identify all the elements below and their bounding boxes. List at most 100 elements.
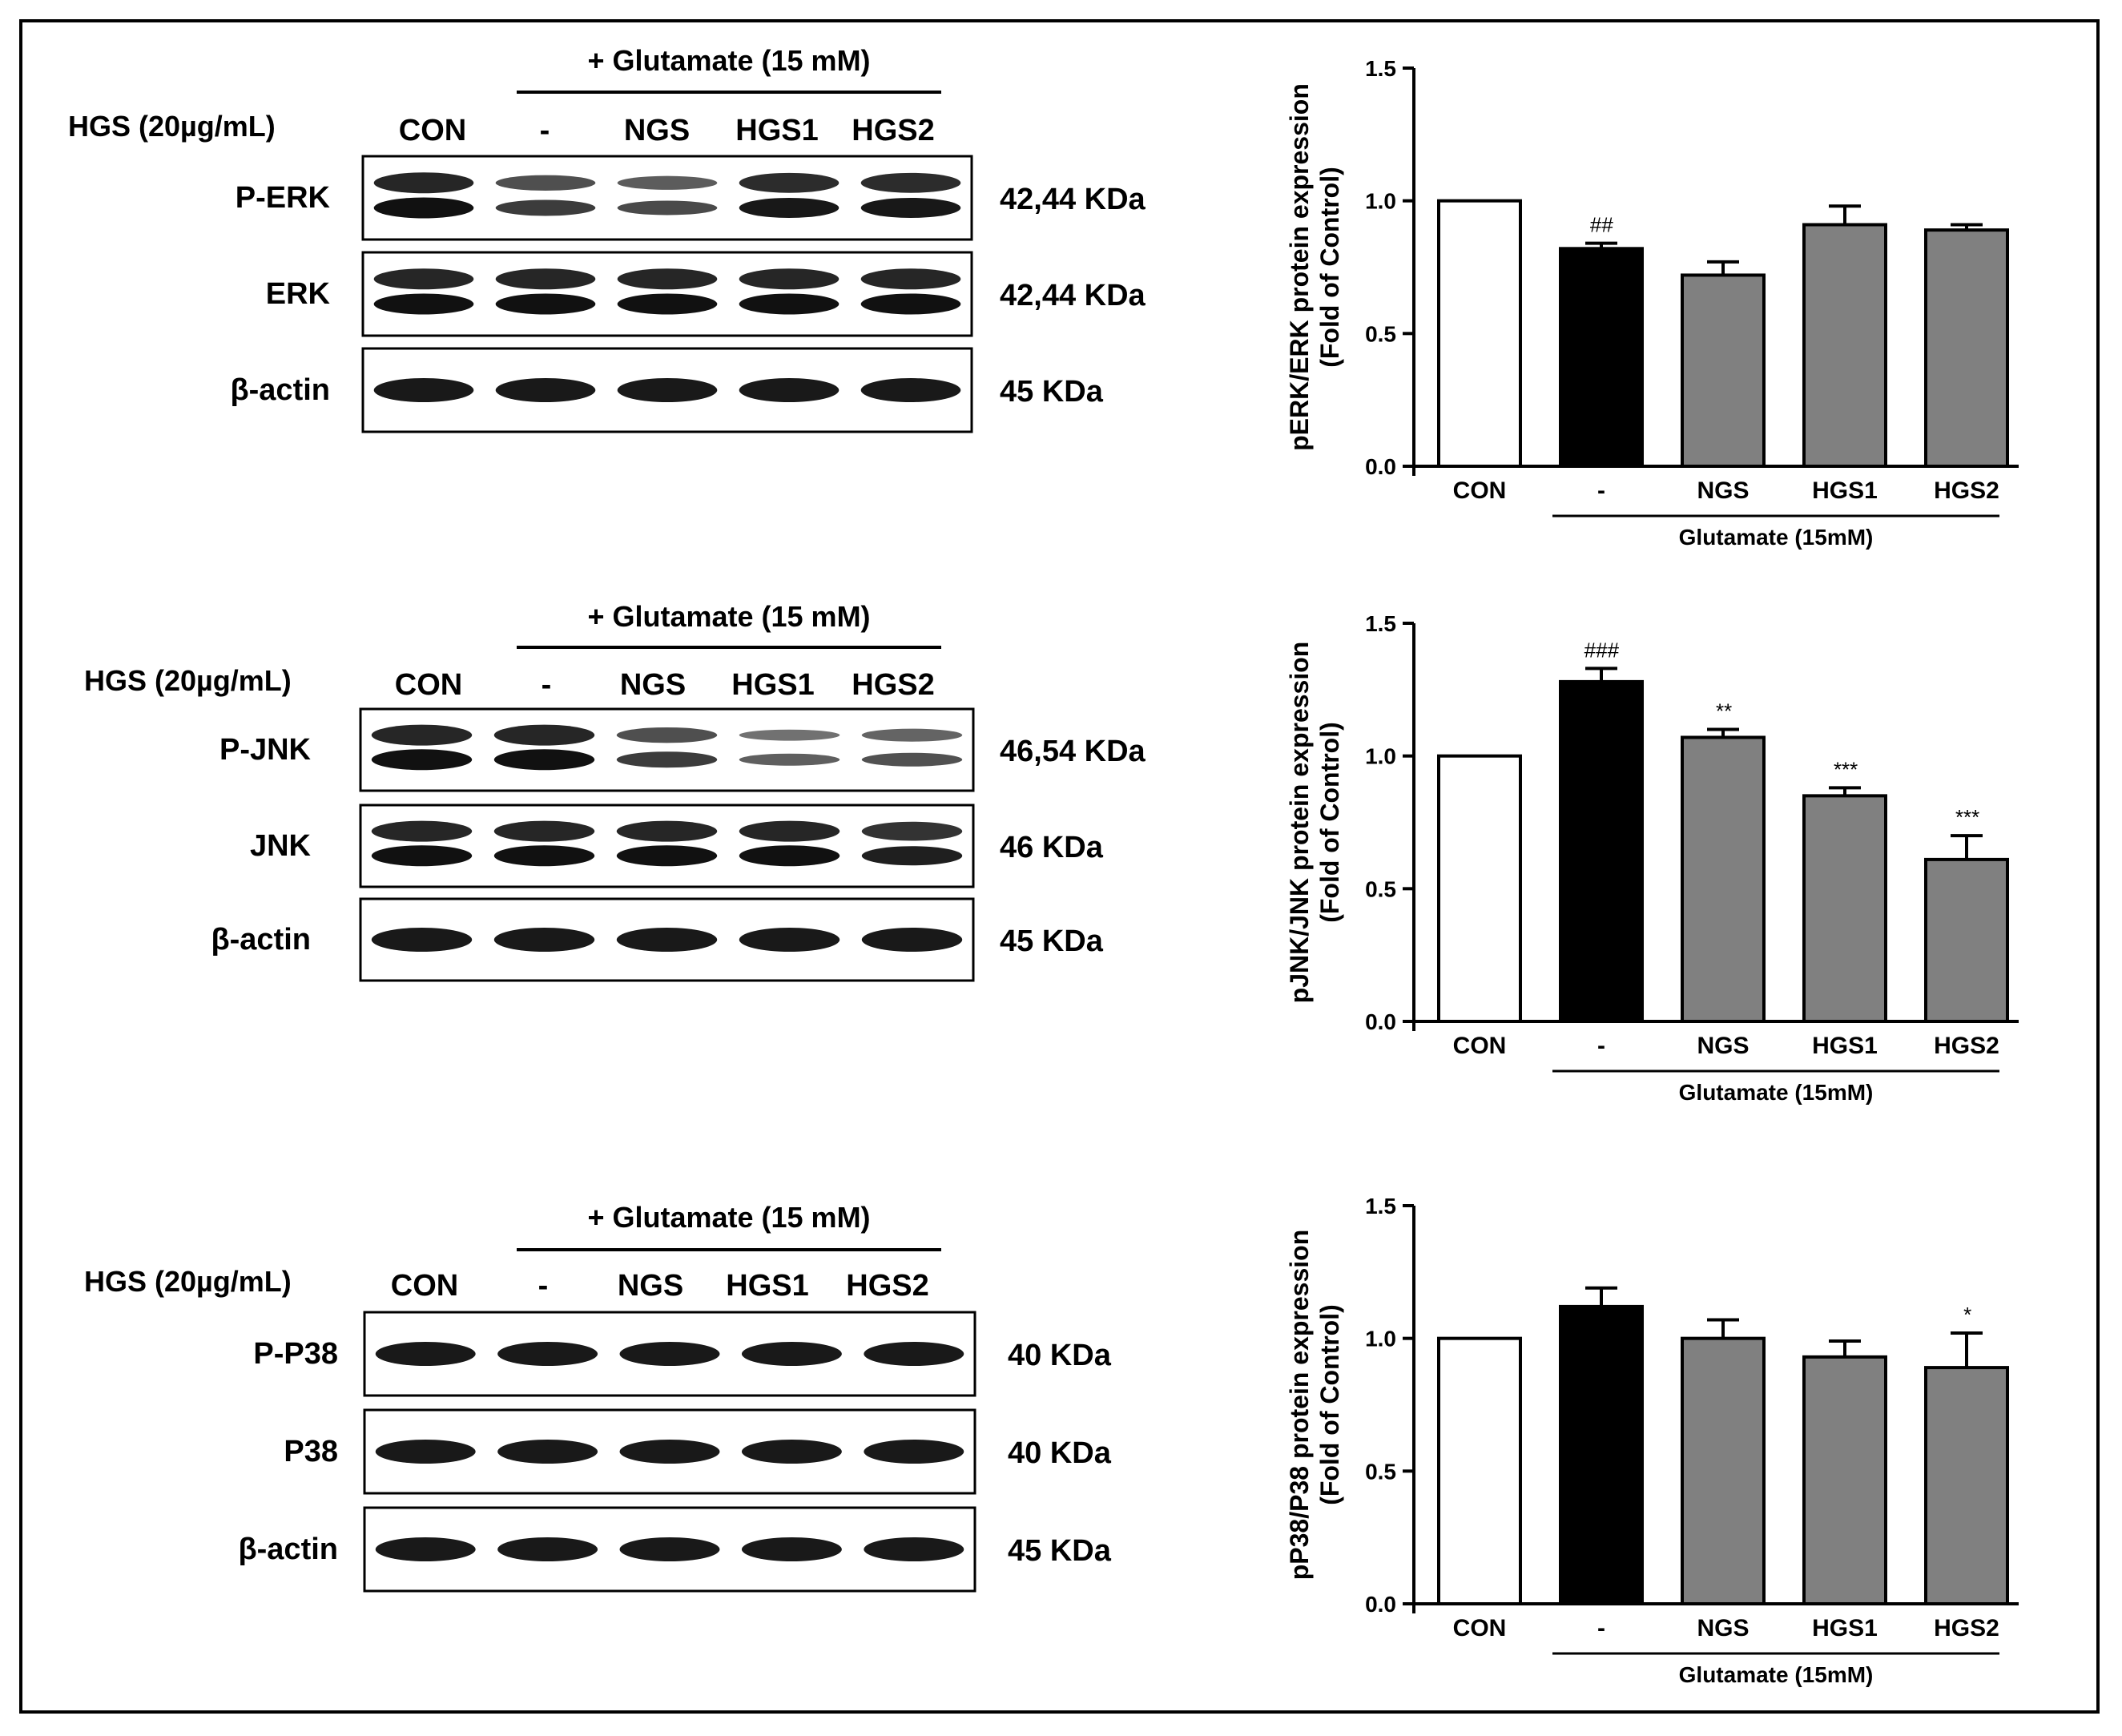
bar xyxy=(1924,228,2009,468)
blot-box xyxy=(361,155,973,241)
blot-band xyxy=(495,293,596,315)
molecular-weight-label: 45 KDa xyxy=(1000,375,1104,409)
protein-label: P-ERK xyxy=(236,181,331,215)
blot-band xyxy=(617,293,718,315)
figure-frame xyxy=(19,19,2100,1714)
significance-mark: *** xyxy=(1955,805,1979,829)
blot-band xyxy=(493,928,595,952)
protein-label: ERK xyxy=(266,277,331,311)
blot-band xyxy=(861,752,963,767)
lane-label: NGS xyxy=(620,668,686,702)
treatment-header: + Glutamate (15 mM) xyxy=(587,44,870,77)
blot-band xyxy=(860,293,961,315)
blot-panel-p38: + Glutamate (15 mM) HGS (20µg/mL) CON - NGS H… xyxy=(84,1201,1112,1593)
x-tick-label: HGS2 xyxy=(1934,477,1999,504)
blot-band xyxy=(739,845,840,867)
molecular-weight-label: 46 KDa xyxy=(1000,831,1104,864)
bar-chart-p38: 0.0 0.5 1.0 1.5 pP38/P38 protein expression(… xyxy=(1285,1194,2019,1687)
bar xyxy=(1681,1336,1766,1605)
blot-band xyxy=(497,1537,598,1561)
significance-mark: ## xyxy=(1590,213,1613,237)
lane-label: - xyxy=(540,114,550,147)
blot-band xyxy=(619,1440,720,1464)
blot-band xyxy=(617,175,718,190)
lane-label: HGS1 xyxy=(726,1269,808,1303)
x-tick-label: NGS xyxy=(1697,477,1749,504)
y-tick-label: 1.5 xyxy=(1365,1194,1396,1218)
blot-band xyxy=(860,268,961,290)
blot-band xyxy=(861,928,963,952)
lane-label: CON xyxy=(399,114,466,147)
x-group-label: Glutamate (15mM) xyxy=(1679,1080,1874,1105)
blot-band xyxy=(497,1440,598,1464)
treatment-header: + Glutamate (15 mM) xyxy=(587,1201,870,1234)
bar xyxy=(1802,1355,1887,1605)
blot-panel-erk: + Glutamate (15 mM) HGS (20µg/mL) CON - NGS H… xyxy=(68,44,1146,433)
blot-band xyxy=(616,751,718,768)
lane-label: - xyxy=(542,668,552,702)
significance-mark: * xyxy=(1963,1303,1971,1327)
molecular-weight-label: 42,44 KDa xyxy=(1000,183,1146,216)
blot-band xyxy=(371,749,473,771)
molecular-weight-label: 40 KDa xyxy=(1008,1436,1112,1470)
blot-band xyxy=(861,821,963,841)
blot-band xyxy=(373,378,474,402)
y-axis-label-sub: (Fold of Control) xyxy=(1315,167,1344,368)
blot-band xyxy=(373,293,474,315)
blot-band xyxy=(495,268,596,290)
x-group-label: Glutamate (15mM) xyxy=(1679,1662,1874,1687)
blot-box xyxy=(359,707,975,792)
blot-band xyxy=(864,1440,964,1464)
molecular-weight-label: 42,44 KDa xyxy=(1000,279,1146,312)
y-axis-label: pP38/P38 protein expression xyxy=(1285,1230,1314,1581)
bar xyxy=(1559,1304,1644,1605)
blot-band xyxy=(616,727,718,743)
x-group-label: Glutamate (15mM) xyxy=(1679,525,1874,550)
blot-band xyxy=(741,1342,842,1366)
blot-band xyxy=(739,378,840,402)
hgs-dose-label: HGS (20µg/mL) xyxy=(84,664,292,697)
bar xyxy=(1924,857,2009,1024)
lane-label: HGS1 xyxy=(731,668,814,702)
protein-label: P-P38 xyxy=(253,1337,338,1371)
bar xyxy=(1437,754,1522,1024)
bar xyxy=(1802,794,1887,1023)
y-tick-label: 0.5 xyxy=(1365,876,1396,901)
blot-band xyxy=(371,928,473,952)
y-axis-label-sub: (Fold of Control) xyxy=(1315,722,1344,923)
blot-band xyxy=(617,200,718,215)
blot-band xyxy=(739,820,840,842)
lane-label: - xyxy=(538,1269,549,1303)
significance-mark: ### xyxy=(1584,638,1619,662)
blot-band xyxy=(493,749,595,771)
blot-band xyxy=(739,729,840,741)
blot-band xyxy=(373,268,474,290)
blot-band xyxy=(739,268,840,290)
blot-band xyxy=(860,197,961,218)
blot-band xyxy=(864,1342,964,1366)
lane-label: HGS2 xyxy=(852,668,934,702)
bar-chart-jnk: 0.0 0.5 1.0 1.5 pJNK/JNK protein expression(… xyxy=(1285,611,2019,1105)
y-axis-label: pERK/ERK protein expression xyxy=(1285,83,1314,451)
protein-label: P38 xyxy=(284,1435,338,1468)
lane-label: NGS xyxy=(618,1269,683,1303)
blot-band xyxy=(616,845,718,867)
blot-band xyxy=(861,846,963,866)
y-tick-label: 1.0 xyxy=(1365,1327,1396,1351)
molecular-weight-label: 45 KDa xyxy=(1000,924,1104,958)
protein-label: JNK xyxy=(250,829,312,863)
y-tick-label: 1.0 xyxy=(1365,189,1396,214)
blot-band xyxy=(739,753,840,766)
blot-band xyxy=(617,378,718,402)
bar xyxy=(1437,1336,1522,1605)
x-tick-label: HGS2 xyxy=(1934,1033,1999,1059)
treatment-header: + Glutamate (15 mM) xyxy=(587,600,870,633)
x-tick-label: CON xyxy=(1453,1615,1507,1641)
molecular-weight-label: 46,54 KDa xyxy=(1000,735,1146,768)
significance-mark: ** xyxy=(1715,699,1732,723)
blot-band xyxy=(495,378,596,402)
x-tick-label: HGS2 xyxy=(1934,1615,1999,1641)
protein-label: β-actin xyxy=(230,373,330,407)
molecular-weight-label: 40 KDa xyxy=(1008,1339,1112,1372)
blot-band xyxy=(375,1342,476,1366)
